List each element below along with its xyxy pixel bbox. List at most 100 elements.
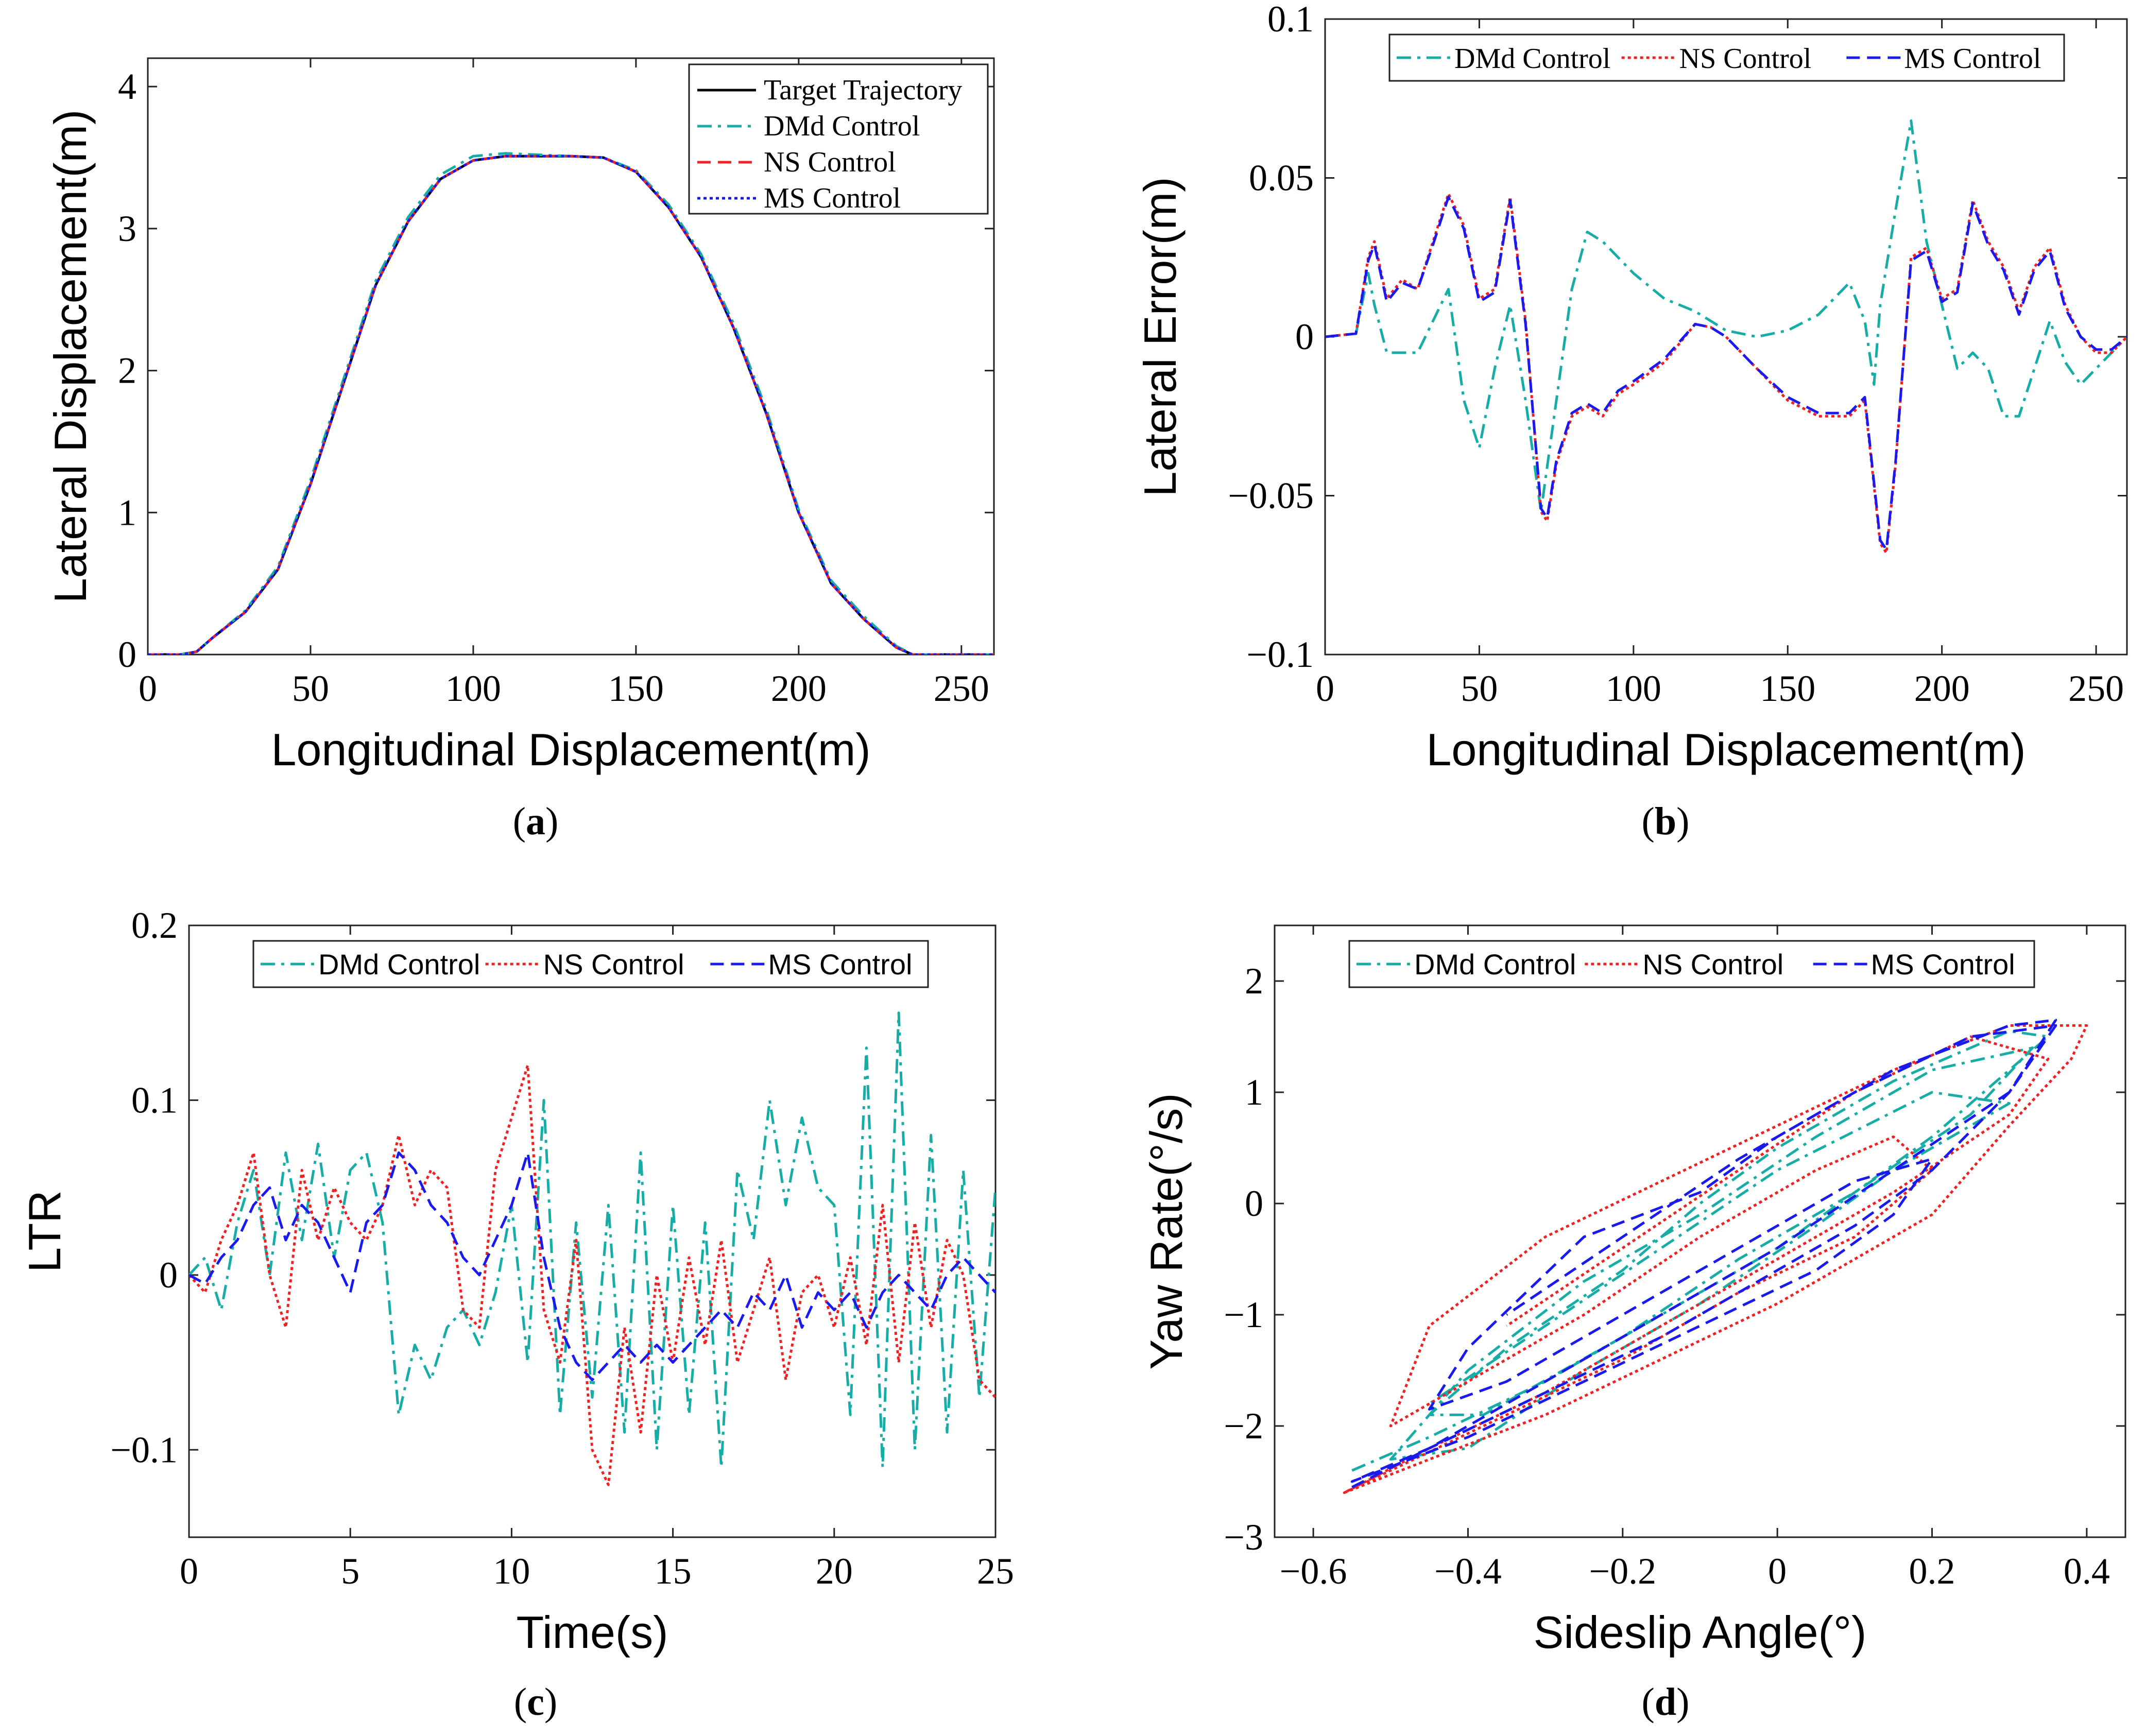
series-line-ns-control	[1325, 192, 2127, 555]
x-tick-label: 5	[341, 1551, 359, 1592]
x-tick-label: 250	[934, 668, 989, 709]
x-tick-label: 0	[1768, 1551, 1787, 1592]
legend-box	[1348, 940, 2035, 988]
y-tick-label: 1	[118, 492, 136, 533]
y-axis-label: Lateral Displacement(m)	[45, 110, 96, 604]
x-tick-label: 0	[139, 668, 157, 709]
legend-label: NS Control	[764, 146, 896, 178]
series-line-dmd-control	[148, 152, 994, 655]
chart-panel-b: 0 50 100 150 200 250 −0.1 −0.05 0 0.05 0.1 Longitud…	[1135, 0, 2128, 843]
x-tick-label: 250	[2068, 668, 2124, 709]
legend-label: NS Control	[543, 948, 684, 981]
x-tick-label: 10	[493, 1551, 530, 1592]
plot-frame	[1274, 924, 2126, 1538]
legend-label: DMd Control	[1454, 43, 1610, 75]
y-axis-label: LTR	[19, 1190, 70, 1273]
y-tick-label: −0.1	[110, 1429, 178, 1470]
y-tick-label: −3	[1224, 1517, 1263, 1558]
chart-panel-c: 0 5 10 15 20 25 −0.1 0 0.1 0.2 Time(s) LTR DMd Contr…	[19, 905, 1014, 1724]
panel-caption: (a)	[513, 800, 559, 843]
series-line-ms-control	[148, 154, 994, 655]
x-axis-label: Longitudinal Displacement(m)	[1426, 724, 2025, 775]
legend: DMd Control NS Control MS Control	[252, 940, 929, 988]
legend-box	[1388, 33, 2065, 82]
y-tick-label: −0.05	[1228, 475, 1314, 517]
series-group	[148, 152, 994, 655]
legend: Target Trajectory DMd Control NS Control MS…	[688, 63, 989, 215]
x-tick-label: 0	[1316, 668, 1334, 709]
legend-label: NS Control	[1642, 948, 1783, 981]
legend-label: MS Control	[1904, 43, 2041, 75]
x-axis-label: Longitudinal Displacement(m)	[271, 724, 870, 775]
x-axis-label: Sideslip Angle(°)	[1534, 1607, 1867, 1658]
x-tick-label: 0.2	[1909, 1551, 1955, 1592]
x-tick-label: 0.4	[2064, 1551, 2110, 1592]
y-axis-label: Lateral Error(m)	[1135, 177, 1186, 497]
x-tick-label: 200	[1914, 668, 1970, 709]
y-tick-label: 0	[118, 634, 136, 675]
y-tick-label: 0.05	[1249, 158, 1314, 199]
series-line-ns-control	[1343, 1024, 2088, 1494]
panel-caption: (c)	[514, 1680, 557, 1724]
y-tick-label: 0	[1295, 316, 1314, 357]
series-group	[1343, 1019, 2088, 1494]
legend: DMd Control NS Control MS Control	[1388, 33, 2065, 82]
x-tick-label: 200	[771, 668, 827, 709]
legend-label: MS Control	[768, 948, 912, 981]
plot-frame	[1324, 18, 2128, 656]
legend-label: MS Control	[1871, 948, 2015, 981]
series-line-ns-control	[189, 1064, 995, 1486]
legend-label: DMd Control	[1414, 948, 1576, 981]
x-tick-label: 150	[1760, 668, 1815, 709]
y-tick-label: 4	[118, 66, 136, 107]
y-tick-label: 0.2	[131, 905, 178, 946]
legend-box	[252, 940, 929, 988]
series-line-ns-control	[148, 154, 994, 655]
legend-label: MS Control	[764, 182, 901, 214]
x-tick-label: 50	[1461, 668, 1498, 709]
series-line-dmd-control	[1325, 119, 2127, 513]
legend-label: DMd Control	[764, 110, 920, 142]
y-tick-label: 1	[1245, 1072, 1263, 1113]
y-tick-label: 0.1	[1267, 0, 1314, 40]
panel-caption: (b)	[1642, 800, 1690, 843]
series-line-ms-control	[189, 1151, 995, 1381]
y-tick-label: −2	[1224, 1405, 1263, 1447]
series-group	[1325, 119, 2127, 555]
x-axis-label: Time(s)	[517, 1607, 668, 1658]
chart-panel-a: 0 50 100 150 200 250 0 1 2 3 4 Longitudinal Displac…	[45, 57, 995, 843]
legend: DMd Control NS Control MS Control	[1348, 940, 2035, 988]
y-tick-label: 3	[118, 208, 136, 249]
x-tick-label: 0	[180, 1551, 198, 1592]
y-axis-label: Yaw Rate(°/s)	[1141, 1093, 1192, 1369]
x-tick-label: −0.2	[1589, 1551, 1657, 1592]
series-group	[189, 1011, 995, 1486]
chart-panel-d: −0.6 −0.4 −0.2 0 0.2 0.4 −3 −2 −1 0 1 2 Sideslip Ang…	[1141, 924, 2126, 1724]
x-tick-label: 150	[608, 668, 664, 709]
y-tick-label: 0	[1245, 1183, 1263, 1224]
series-line-dmd-control	[189, 1011, 995, 1469]
x-tick-label: 15	[655, 1551, 692, 1592]
legend-label: DMd Control	[318, 948, 480, 981]
series-line-ms-control	[1325, 196, 2127, 551]
y-tick-label: 0.1	[131, 1079, 178, 1121]
legend-label: Target Trajectory	[764, 74, 962, 106]
x-tick-label: 100	[445, 668, 501, 709]
y-tick-label: 0	[159, 1254, 178, 1296]
plot-frame	[188, 924, 997, 1538]
y-tick-label: 2	[1245, 960, 1263, 1002]
panel-caption: (d)	[1642, 1680, 1690, 1724]
y-tick-label: −0.1	[1246, 634, 1314, 675]
x-tick-label: −0.4	[1434, 1551, 1502, 1592]
legend-label: NS Control	[1679, 43, 1812, 75]
x-tick-label: 25	[977, 1551, 1014, 1592]
x-tick-label: 20	[816, 1551, 853, 1592]
x-tick-label: 100	[1606, 668, 1661, 709]
series-line-ms-control	[1350, 1019, 2057, 1489]
x-tick-label: 50	[292, 668, 329, 709]
y-tick-label: 2	[118, 350, 136, 391]
y-tick-label: −1	[1224, 1294, 1263, 1335]
x-tick-label: −0.6	[1280, 1551, 1347, 1592]
series-line-dmd-control	[1351, 1029, 2050, 1472]
